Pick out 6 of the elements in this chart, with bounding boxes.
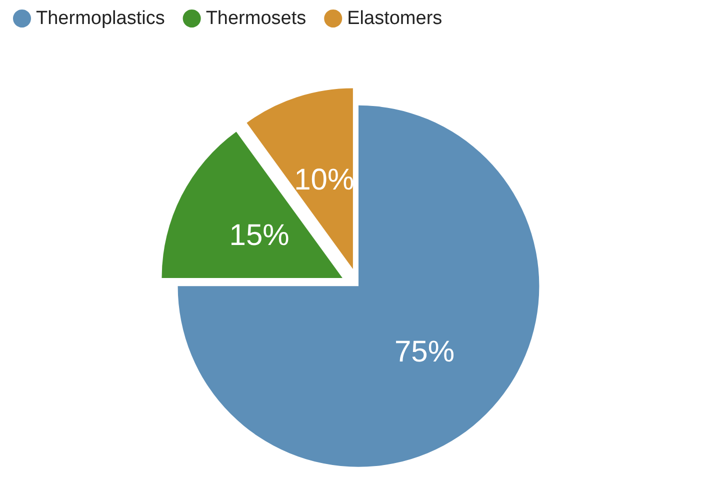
data-label: 10%	[294, 164, 354, 197]
data-label: 75%	[394, 336, 455, 369]
legend-label: Thermoplastics	[36, 8, 165, 29]
legend-label: Elastomers	[347, 8, 442, 29]
data-label: 15%	[229, 219, 290, 252]
legend-label: Thermosets	[206, 8, 306, 29]
